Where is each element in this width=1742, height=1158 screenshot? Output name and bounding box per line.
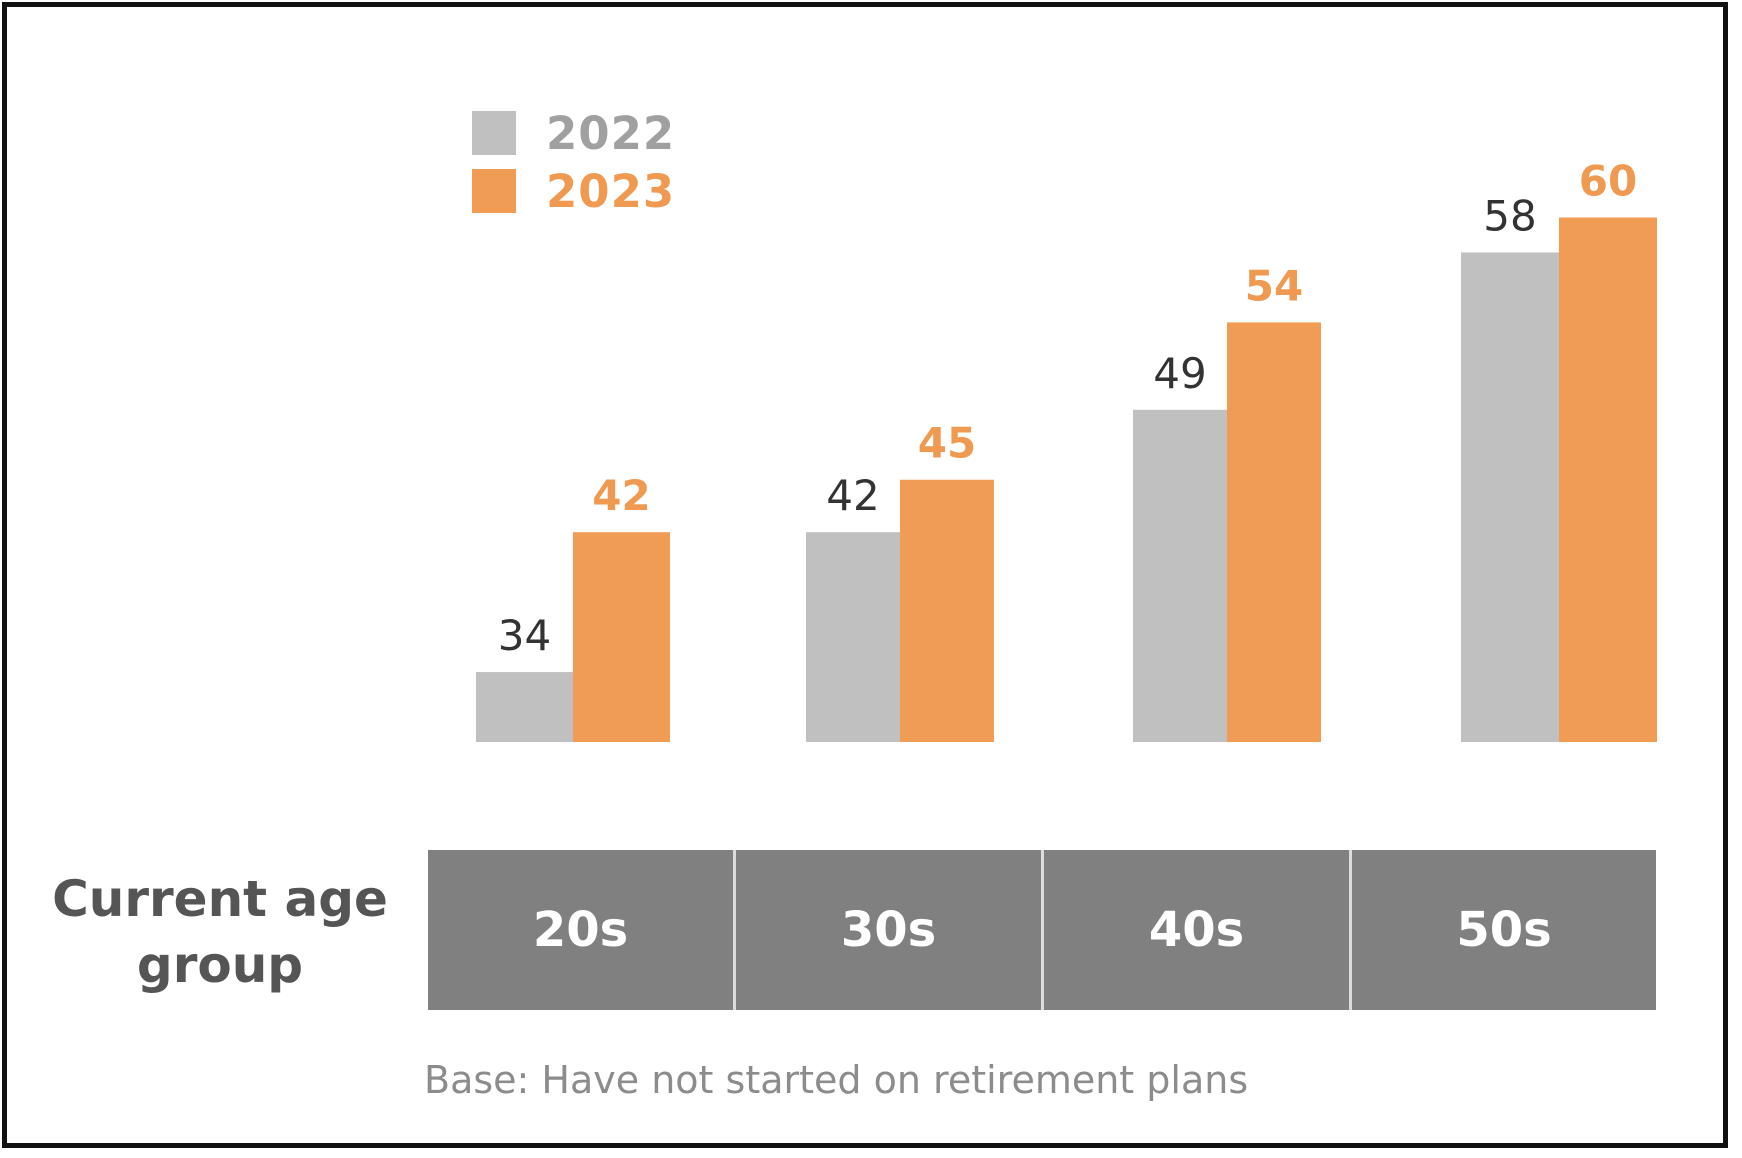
value-label-2023-50s: 60	[1579, 156, 1637, 205]
value-label-2022-20s: 34	[498, 611, 551, 660]
value-label-2022-40s: 49	[1153, 349, 1206, 398]
category-label-20s: 20s	[428, 850, 733, 1010]
value-label-2023-30s: 45	[918, 419, 976, 468]
legend-label-2023: 2023	[546, 164, 676, 218]
value-label-2023-40s: 54	[1245, 261, 1303, 310]
category-row: 20s 30s 40s 50s	[428, 850, 1656, 1010]
bar-2023-30s	[900, 479, 994, 742]
legend-swatch-2023	[472, 169, 516, 213]
value-label-2022-30s: 42	[826, 471, 879, 520]
base-note: Base: Have not started on retirement pla…	[424, 1058, 1249, 1102]
bar-2023-40s	[1227, 322, 1321, 742]
bar-2023-20s	[573, 532, 670, 742]
legend-item-2023: 2023	[472, 162, 675, 220]
bar-2022-30s	[806, 532, 900, 742]
legend-swatch-2022	[472, 111, 516, 155]
legend: 2022 2023	[472, 104, 675, 220]
bar-2023-50s	[1559, 217, 1657, 742]
category-label-40s: 40s	[1041, 850, 1349, 1010]
value-label-2023-20s: 42	[592, 471, 650, 520]
legend-item-2022: 2022	[472, 104, 675, 162]
bar-2022-40s	[1133, 409, 1227, 742]
category-label-30s: 30s	[733, 850, 1041, 1010]
value-label-2022-50s: 58	[1483, 191, 1536, 240]
bar-2022-20s	[476, 672, 573, 742]
x-axis-title: Current age group	[52, 870, 388, 994]
bar-2022-50s	[1461, 252, 1559, 743]
legend-label-2022: 2022	[546, 106, 676, 160]
category-label-50s: 50s	[1349, 850, 1656, 1010]
